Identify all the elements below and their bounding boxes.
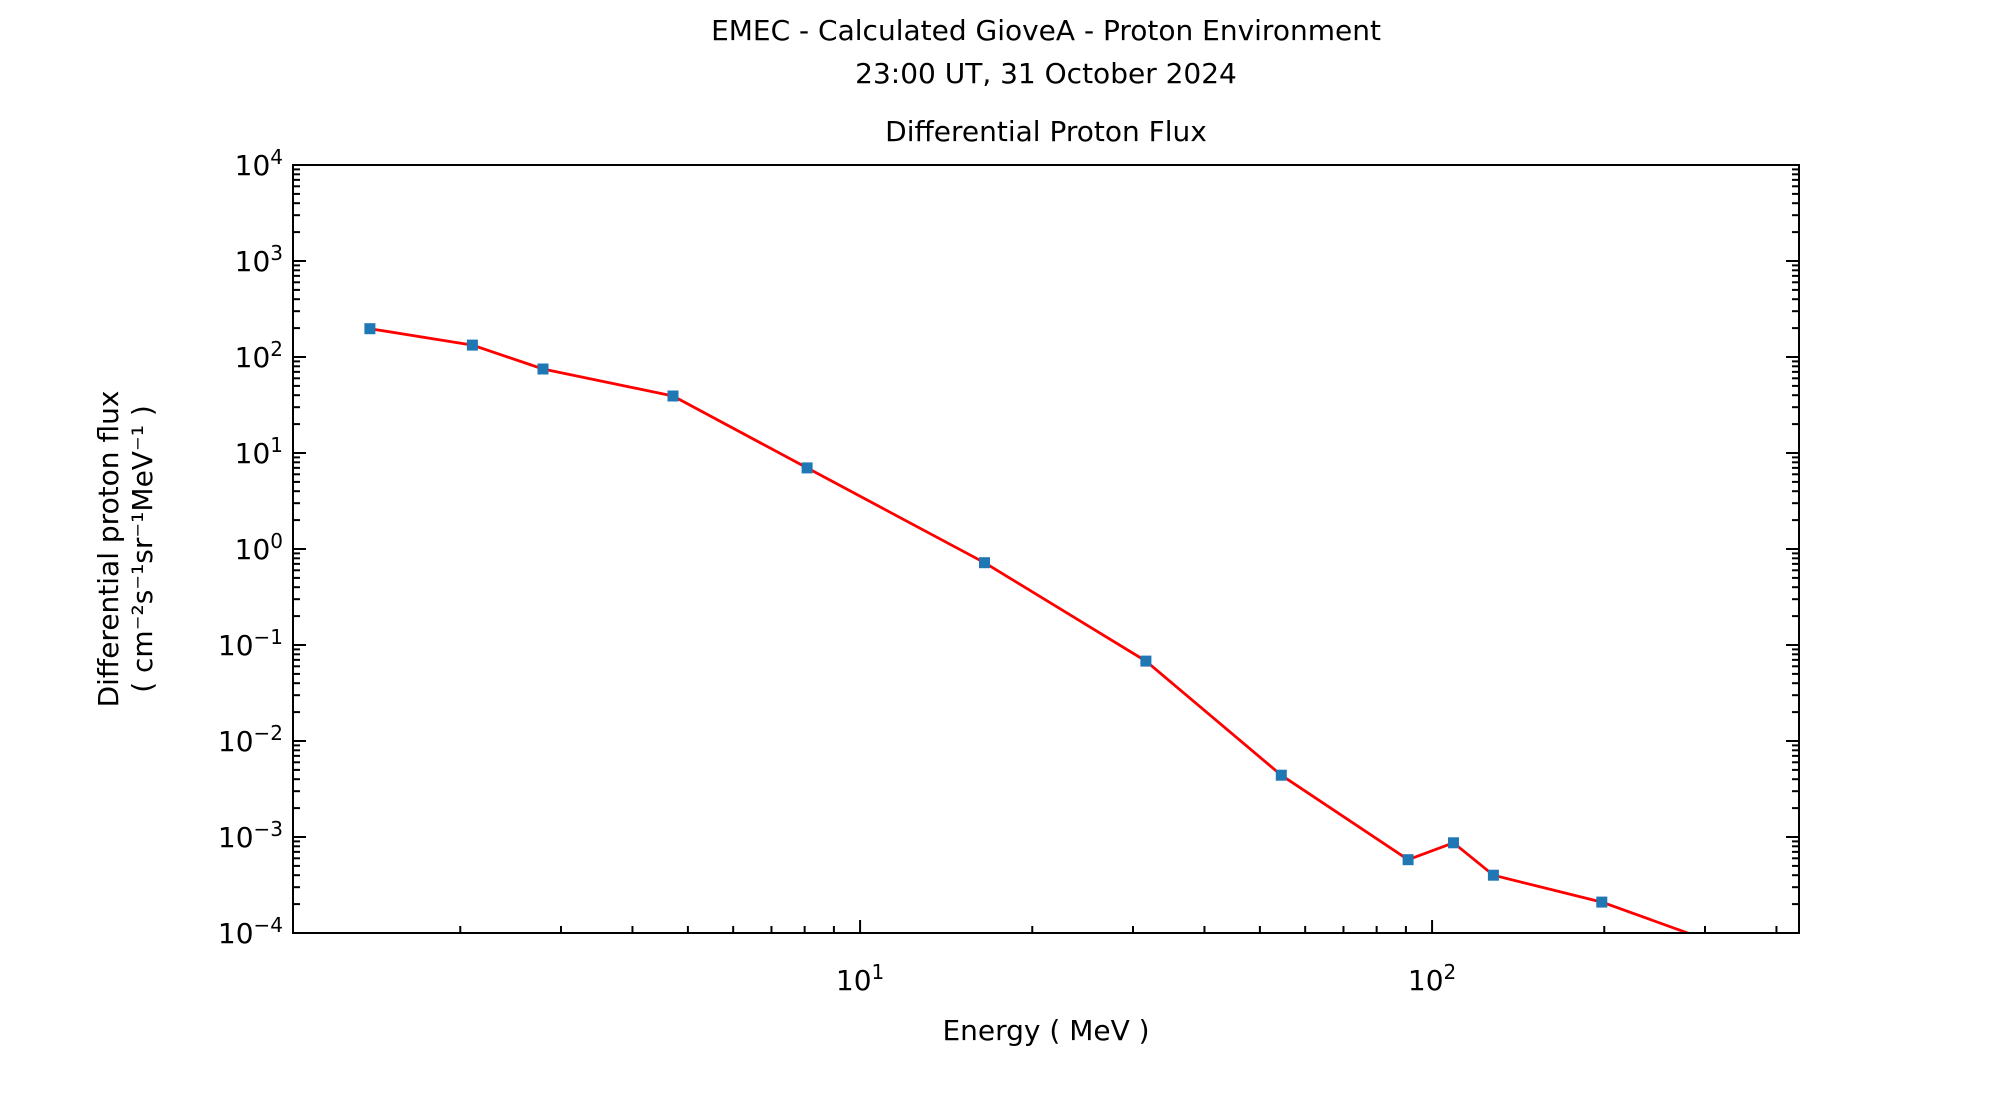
data-point-marker xyxy=(1487,869,1499,881)
x-tick-label: 102 xyxy=(1408,960,1456,997)
data-point-marker xyxy=(1448,837,1459,849)
data-point-marker xyxy=(537,363,549,375)
x-axis-ticks xyxy=(459,920,1778,933)
y-tick-label: 100 xyxy=(235,529,283,566)
data-point-marker xyxy=(1716,940,1727,951)
data-point-marker xyxy=(1275,769,1287,781)
data-point-marker xyxy=(801,462,813,474)
data-point-marker xyxy=(466,339,478,351)
data-point-marker xyxy=(1140,655,1152,667)
axes-frame xyxy=(292,164,1800,934)
x-axis-label: Energy ( MeV ) xyxy=(942,1014,1149,1047)
data-point-marker xyxy=(979,557,990,569)
figure-title-line2: 23:00 UT, 31 October 2024 xyxy=(855,57,1237,90)
y-axis-units-label: ( cm⁻²s⁻¹sr⁻¹MeV⁻¹ ) xyxy=(126,405,159,693)
flux-line-path xyxy=(368,327,1692,933)
y-tick-label: 103 xyxy=(235,241,283,278)
y-tick-labels: 104 103 102 101 100 10−1 10−2 10−3 10−4 xyxy=(218,145,283,950)
y-tick-label: 10−4 xyxy=(218,913,283,950)
y-tick-label: 104 xyxy=(235,145,283,182)
figure-title-line1: EMEC - Calculated GioveA - Proton Enviro… xyxy=(711,14,1381,47)
data-point-marker xyxy=(667,390,679,402)
data-point-marker xyxy=(364,323,376,335)
data-point-markers xyxy=(364,323,1727,951)
y-axis-ticks-right xyxy=(1786,164,1799,934)
y-tick-label: 101 xyxy=(235,433,283,470)
y-tick-label: 10−1 xyxy=(218,625,283,662)
axes-title: Differential Proton Flux xyxy=(885,115,1207,148)
y-tick-label: 10−2 xyxy=(218,721,283,758)
y-tick-label: 102 xyxy=(235,337,283,374)
y-axis-label: Differential proton flux xyxy=(92,391,125,708)
data-point-marker xyxy=(1402,854,1414,866)
x-tick-labels: 101 102 xyxy=(836,960,1456,997)
data-point-marker xyxy=(1596,896,1608,908)
x-tick-label: 101 xyxy=(836,960,884,997)
flux-line xyxy=(368,327,1692,933)
y-axis-ticks-left xyxy=(293,164,306,934)
y-tick-label: 10−3 xyxy=(218,817,283,854)
